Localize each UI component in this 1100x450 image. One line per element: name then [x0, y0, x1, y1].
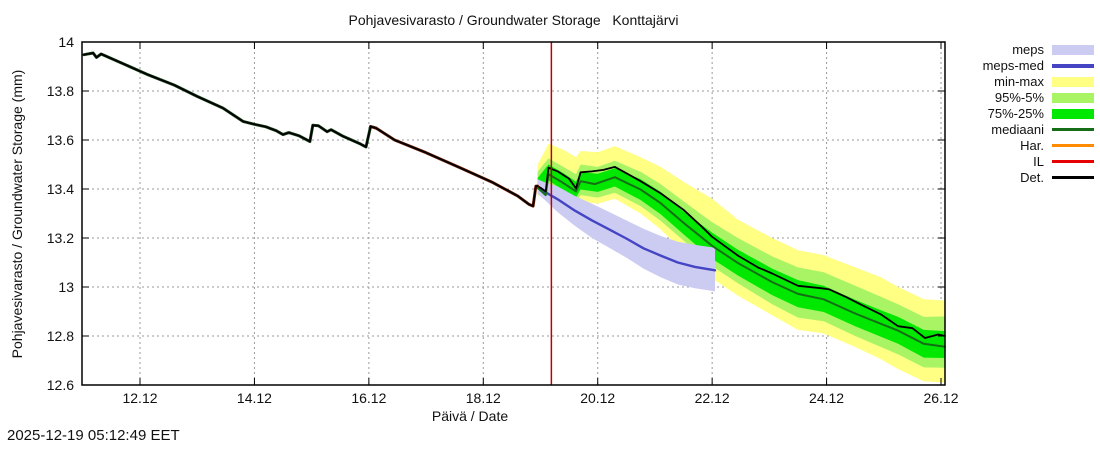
legend-swatch-line [1052, 176, 1094, 179]
legend-label: 95%-5% [994, 90, 1044, 105]
plot-border [81, 41, 946, 386]
x-tick-label: 22.12 [695, 390, 730, 406]
legend-swatch-line [1052, 144, 1094, 147]
legend-swatch-line [1052, 63, 1094, 68]
legend-item-95-5: 95%-5% [948, 90, 1094, 105]
legend-swatch-line [1052, 160, 1094, 163]
y-tick-label: 14 [58, 34, 74, 50]
x-tick-label: 16.12 [351, 390, 386, 406]
legend-swatch-line [1052, 128, 1094, 131]
y-tick-label: 12.8 [47, 328, 74, 344]
x-axis-label: Päivä / Date [431, 408, 509, 424]
legend-swatch-band [1052, 92, 1094, 103]
legend-item-il: IL [948, 154, 1094, 169]
legend-swatch-band [1052, 44, 1094, 55]
legend-item-75-25: 75%-25% [948, 106, 1094, 121]
y-tick-label: 13 [58, 279, 74, 295]
legend-item-min-max: min-max [948, 74, 1094, 89]
legend-item-meps: meps [948, 42, 1094, 57]
x-tick-label: 14.12 [237, 390, 272, 406]
det-history-line [83, 52, 539, 208]
mediaani-line [536, 173, 946, 348]
x-tick-label: 26.12 [923, 390, 958, 406]
legend-item-meps-med: meps-med [948, 58, 1094, 73]
legend-item-har: Har. [948, 138, 1094, 153]
legend-swatch-band [1052, 108, 1094, 119]
chart-title: Pohjavesivarasto / Groundwater Storage K… [348, 12, 679, 28]
x-tick-label: 12.12 [122, 390, 157, 406]
y-tick-label: 13.6 [47, 132, 74, 148]
legend-label: Har. [1020, 138, 1044, 153]
legend-label: meps [1012, 42, 1044, 57]
legend-label: meps-med [982, 58, 1044, 73]
legend-label: min-max [994, 74, 1044, 89]
history-underlay-early [82, 51, 378, 149]
band-meps [537, 179, 715, 292]
y-tick-label: 13.4 [47, 181, 74, 197]
legend-label: IL [1033, 154, 1044, 169]
y-tick-label: 12.6 [47, 377, 74, 393]
legend-label: mediaani [991, 122, 1044, 137]
legend: meps meps-med min-max 95%-5% 75%-25% mediaani… [948, 42, 1094, 186]
band-75-25 [537, 164, 945, 358]
legend-label: Det. [1020, 170, 1044, 185]
det-forecast-line [536, 165, 946, 339]
timestamp: 2025-12-19 05:12:49 EET [7, 427, 180, 444]
y-tick-label: 13.2 [47, 230, 74, 246]
legend-item-det: Det. [948, 170, 1094, 185]
y-axis-label: Pohjavesivarasto / Groundwater Storage (… [9, 69, 25, 359]
x-tick-label: 24.12 [809, 390, 844, 406]
legend-label: 75%-25% [987, 106, 1044, 121]
meps-med-line [536, 185, 717, 272]
x-tick-label: 20.12 [580, 390, 615, 406]
legend-item-mediaani: mediaani [948, 122, 1094, 137]
legend-swatch-band [1052, 76, 1094, 87]
y-tick-label: 13.8 [47, 83, 74, 99]
x-tick-label: 18.12 [466, 390, 501, 406]
